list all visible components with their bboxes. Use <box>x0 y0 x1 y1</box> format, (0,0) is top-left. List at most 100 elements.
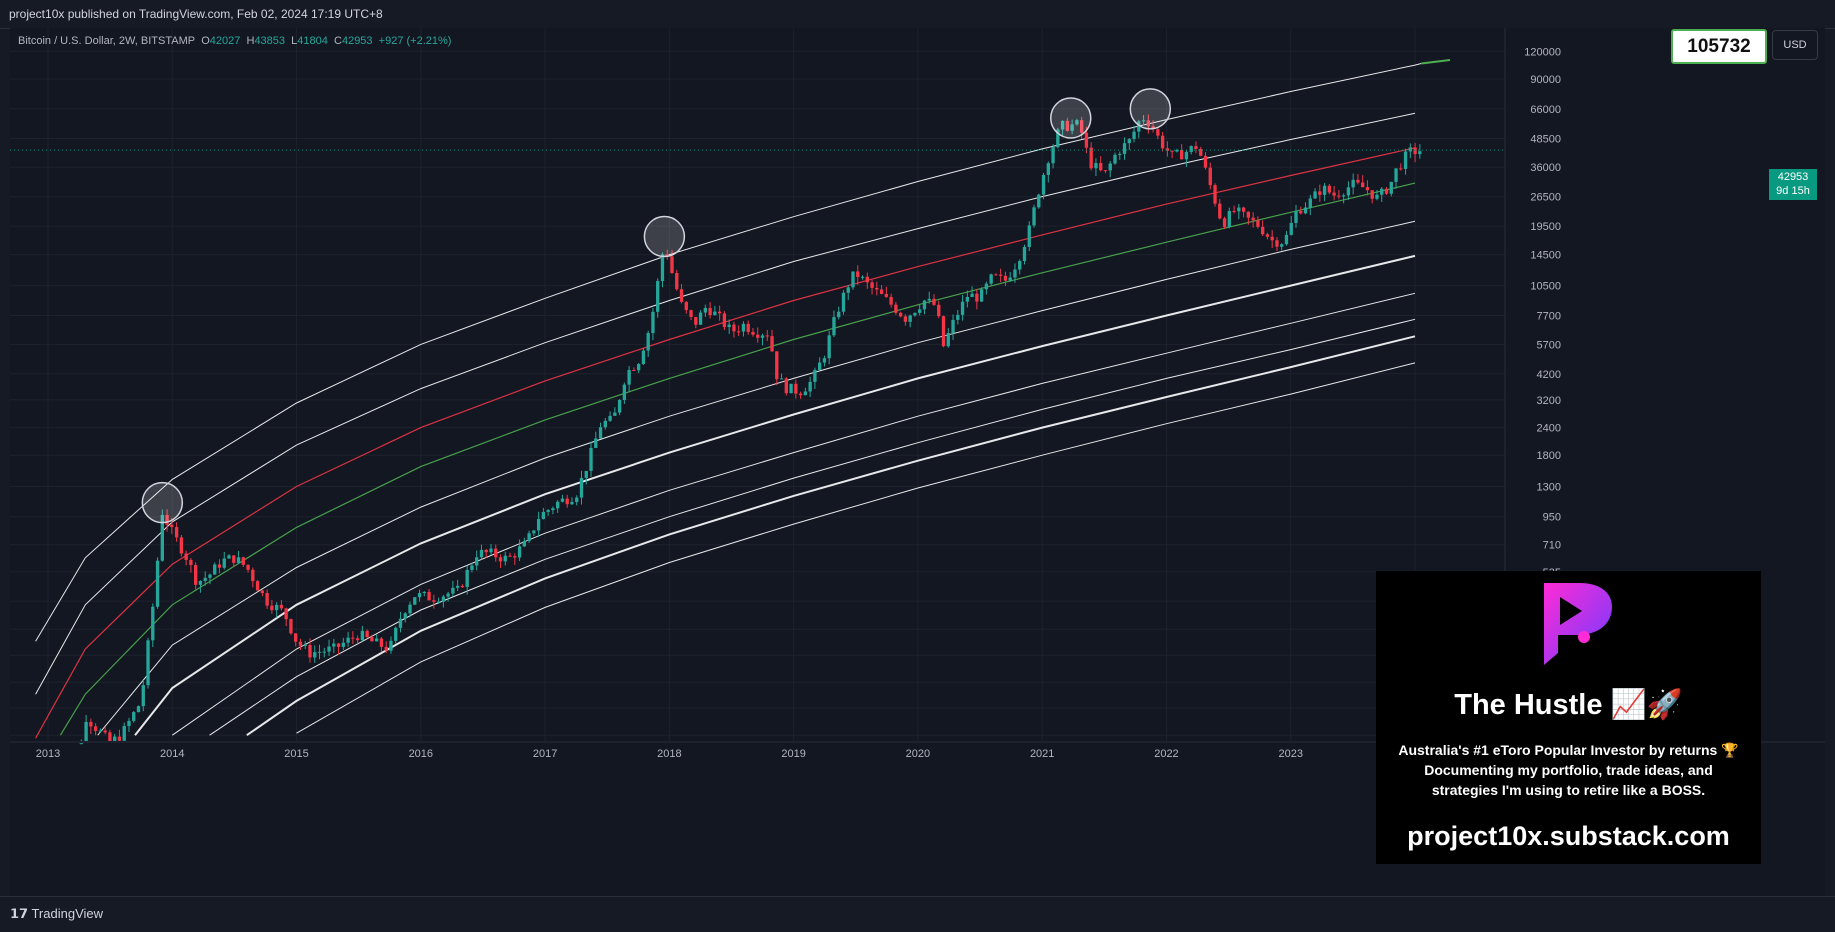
candle-body <box>670 256 674 273</box>
candle-body <box>918 309 922 313</box>
candle-body <box>1151 126 1155 130</box>
x-tick-label: 2018 <box>657 748 681 760</box>
candle-body <box>365 630 369 638</box>
candle-body <box>922 300 927 310</box>
candle-body <box>589 447 593 471</box>
candle-body <box>737 331 741 333</box>
candle-body <box>341 642 345 647</box>
candle-body <box>1341 195 1346 197</box>
candle-body <box>98 730 103 732</box>
candle-body <box>1361 182 1365 188</box>
candle-body <box>1218 203 1222 219</box>
candle-body <box>608 415 612 421</box>
candle-body <box>1251 217 1255 221</box>
publish-info: project10x published on TradingView.com,… <box>9 7 383 21</box>
candle-body <box>951 319 955 334</box>
candle-body <box>217 564 222 568</box>
candle-body <box>408 604 412 614</box>
candle-body <box>165 514 169 525</box>
band-line <box>209 318 1416 736</box>
candle-body <box>108 732 112 741</box>
candle-body <box>1280 244 1284 247</box>
candle-body <box>870 282 874 288</box>
candle-body <box>1351 179 1355 188</box>
last-price-tag: 42953 9d 15h <box>1769 169 1817 200</box>
candle-body <box>1084 132 1089 148</box>
candle-body <box>541 511 546 520</box>
candle-body <box>636 364 641 371</box>
candle-body <box>498 557 503 562</box>
candle-body <box>146 640 150 686</box>
candle-body <box>155 560 160 607</box>
candle-body <box>732 324 736 332</box>
candle-body <box>689 310 693 317</box>
candle-body <box>808 381 812 392</box>
candle-body <box>1370 190 1374 199</box>
candle-body <box>1384 188 1389 194</box>
candle-body <box>346 637 350 643</box>
tradingview-brand[interactable]: 𝟭𝟳 TradingView <box>10 906 103 922</box>
band-line <box>246 335 1416 737</box>
y-tick-label: 19500 <box>1530 221 1561 233</box>
candle-body <box>1318 191 1322 195</box>
peak-marker <box>1050 97 1092 139</box>
candle-body <box>708 307 712 316</box>
candle-body <box>594 438 598 448</box>
x-tick-label: 2019 <box>781 748 805 760</box>
candle-body <box>994 274 998 276</box>
candle-body <box>1089 147 1093 169</box>
candle-body <box>113 736 117 741</box>
candle-body <box>446 593 450 597</box>
currency-button[interactable]: USD <box>1772 30 1818 60</box>
promo-url[interactable]: project10x.substack.com <box>1407 821 1730 851</box>
candle-body <box>1265 234 1270 237</box>
candle-body <box>1022 247 1027 262</box>
candle-body <box>1103 170 1108 172</box>
candle-body <box>389 640 393 651</box>
candle-body <box>375 638 379 642</box>
candle-body <box>908 315 912 322</box>
candle-body <box>103 730 107 733</box>
candle-body <box>360 630 365 641</box>
candle-body <box>822 358 827 363</box>
candle-body <box>765 335 769 337</box>
candle-body <box>884 293 889 297</box>
candle-body <box>794 383 798 394</box>
candle-body <box>556 501 560 509</box>
candle-body <box>427 591 431 601</box>
candle-body <box>603 420 607 428</box>
candle-body <box>932 298 936 305</box>
candle-body <box>1270 236 1274 241</box>
band-line <box>59 182 1416 736</box>
candle-body <box>1070 124 1074 131</box>
y-tick-label: 36000 <box>1530 162 1561 174</box>
candle-body <box>694 316 698 325</box>
candle-body <box>294 633 298 642</box>
callout-pointer <box>1421 59 1451 65</box>
candle-body <box>160 514 164 561</box>
candle-body <box>384 646 388 651</box>
candle-body <box>351 637 355 639</box>
candle-body <box>1041 174 1046 195</box>
candle-body <box>379 638 384 647</box>
footer: 𝟭𝟳 TradingView <box>0 896 1835 932</box>
y-tick-label: 10500 <box>1530 281 1561 293</box>
candle-body <box>1156 129 1160 136</box>
candle-body <box>336 643 341 647</box>
candle-body <box>208 574 212 578</box>
candle-body <box>722 313 727 328</box>
candle-body <box>255 581 260 591</box>
candle-body <box>570 502 574 505</box>
candle-body <box>1408 147 1412 152</box>
chart-area[interactable]: 2013 2014 2015 2016 2017 2018 2019 2020 2021 2022… <box>10 28 1825 896</box>
candle-body <box>879 289 884 294</box>
candle-body <box>170 524 174 528</box>
candle-body <box>546 510 550 512</box>
candle-body <box>970 293 974 297</box>
candle-body <box>136 706 141 713</box>
candle-body <box>1327 185 1332 193</box>
candle-body <box>675 272 679 290</box>
price-chart[interactable]: 2013 2014 2015 2016 2017 2018 2019 2020 2021 2022… <box>10 28 1825 896</box>
candle-body <box>1246 211 1251 218</box>
candle-body <box>598 427 603 439</box>
